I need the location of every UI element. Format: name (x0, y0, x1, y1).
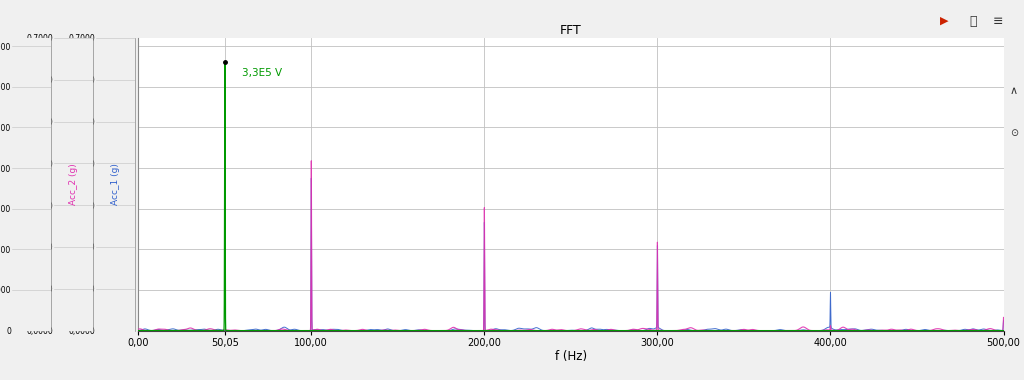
X-axis label: f (Hz): f (Hz) (555, 350, 587, 363)
Text: Acc_2 (g): Acc_2 (g) (70, 163, 78, 205)
Text: ∧: ∧ (1010, 86, 1018, 96)
Text: Acc_1 (g): Acc_1 (g) (112, 163, 120, 205)
Text: ≡: ≡ (993, 15, 1004, 28)
Text: ⊙: ⊙ (1010, 128, 1018, 138)
Title: FFT: FFT (560, 24, 582, 37)
Text: 3,3E5 V: 3,3E5 V (242, 68, 283, 78)
Text: ▶: ▶ (940, 15, 948, 25)
Text: ⌕: ⌕ (969, 15, 977, 28)
